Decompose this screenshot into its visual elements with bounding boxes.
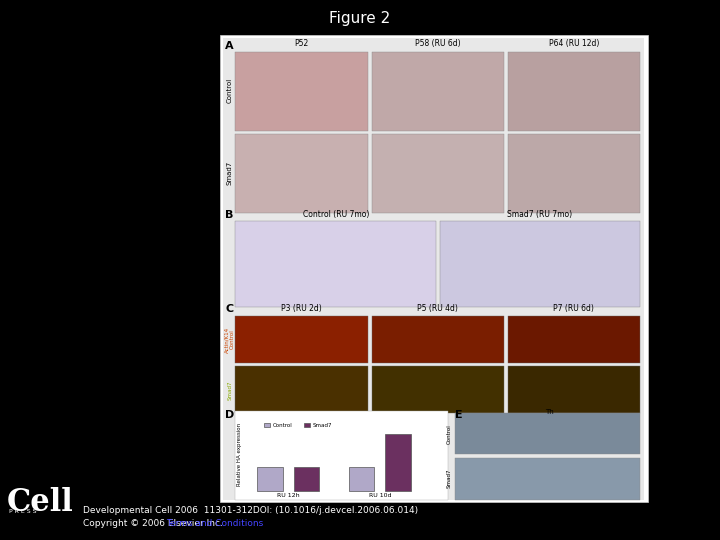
- Text: Control: Control: [446, 424, 451, 444]
- Text: Smad7: Smad7: [312, 423, 332, 428]
- Text: P64 (RU 12d): P64 (RU 12d): [549, 39, 599, 48]
- Text: Copyright © 2006 Elsevier Inc.: Copyright © 2006 Elsevier Inc.: [83, 519, 225, 528]
- FancyBboxPatch shape: [440, 221, 640, 307]
- FancyBboxPatch shape: [304, 423, 310, 427]
- FancyBboxPatch shape: [235, 366, 368, 413]
- FancyBboxPatch shape: [235, 315, 368, 363]
- FancyBboxPatch shape: [385, 434, 411, 491]
- FancyBboxPatch shape: [264, 423, 270, 427]
- Text: P3 (RU 2d): P3 (RU 2d): [282, 304, 322, 313]
- Text: E: E: [455, 410, 462, 420]
- FancyBboxPatch shape: [508, 52, 640, 132]
- Text: Cell: Cell: [7, 487, 74, 518]
- FancyBboxPatch shape: [372, 134, 504, 213]
- Text: B: B: [225, 210, 234, 220]
- FancyBboxPatch shape: [508, 134, 640, 213]
- Text: Smad7: Smad7: [228, 380, 232, 400]
- Text: P7 (RU 6d): P7 (RU 6d): [554, 304, 594, 313]
- Text: Th: Th: [545, 409, 554, 415]
- Text: Figure 2: Figure 2: [329, 11, 391, 26]
- FancyBboxPatch shape: [372, 315, 504, 363]
- FancyBboxPatch shape: [235, 411, 448, 500]
- Text: Smad7 (RU 7mo): Smad7 (RU 7mo): [508, 210, 572, 219]
- Text: P R E S S: P R E S S: [9, 509, 36, 514]
- Text: A: A: [225, 40, 234, 51]
- FancyBboxPatch shape: [220, 35, 648, 502]
- Text: Smad7: Smad7: [446, 468, 451, 488]
- FancyBboxPatch shape: [455, 458, 640, 500]
- FancyBboxPatch shape: [348, 467, 374, 491]
- FancyBboxPatch shape: [372, 52, 504, 132]
- Text: RU 10d: RU 10d: [369, 493, 391, 498]
- FancyBboxPatch shape: [508, 315, 640, 363]
- Text: Actin/K14
Control: Actin/K14 Control: [225, 327, 235, 353]
- FancyBboxPatch shape: [235, 52, 368, 132]
- Text: RU 12h: RU 12h: [277, 493, 300, 498]
- FancyBboxPatch shape: [235, 221, 436, 307]
- Text: P5 (RU 4d): P5 (RU 4d): [418, 304, 458, 313]
- FancyBboxPatch shape: [455, 413, 640, 454]
- FancyBboxPatch shape: [257, 467, 283, 491]
- Text: Terms and Conditions: Terms and Conditions: [166, 519, 263, 528]
- Text: P58 (RU 6d): P58 (RU 6d): [415, 39, 461, 48]
- Text: P52: P52: [294, 39, 309, 48]
- FancyBboxPatch shape: [508, 366, 640, 413]
- Text: Relative HA expression: Relative HA expression: [237, 422, 241, 485]
- Text: C: C: [225, 304, 233, 314]
- Text: Control (RU 7mo): Control (RU 7mo): [302, 210, 369, 219]
- Text: Smad7: Smad7: [227, 160, 233, 185]
- Text: D: D: [225, 410, 235, 420]
- FancyBboxPatch shape: [372, 366, 504, 413]
- FancyBboxPatch shape: [235, 134, 368, 213]
- FancyBboxPatch shape: [223, 38, 644, 500]
- Text: Control: Control: [227, 78, 233, 103]
- Text: Control: Control: [273, 423, 292, 428]
- FancyBboxPatch shape: [294, 467, 320, 491]
- Text: Developmental Cell 2006  11301-312DOI: (10.1016/j.devcel.2006.06.014): Developmental Cell 2006 11301-312DOI: (1…: [83, 506, 418, 515]
